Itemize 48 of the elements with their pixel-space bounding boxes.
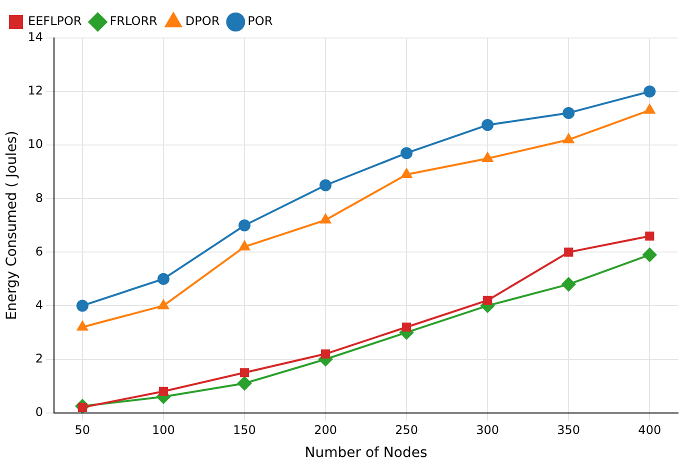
point — [482, 152, 493, 162]
point — [645, 232, 654, 241]
x-tick-label: 200 — [314, 423, 337, 438]
point — [320, 214, 331, 224]
point — [158, 300, 169, 310]
point — [642, 248, 657, 262]
legend-label: DPOR — [185, 14, 220, 28]
legend-label: EEFLPOR — [28, 14, 82, 28]
x-tick-label: 100 — [152, 423, 175, 438]
point — [320, 179, 332, 192]
x-tick-label: 150 — [233, 423, 256, 438]
point — [77, 321, 88, 331]
x-tick-label: 300 — [476, 423, 500, 438]
y-tick-label: 12 — [28, 84, 44, 98]
point — [240, 368, 250, 378]
point — [239, 240, 250, 250]
point — [238, 219, 250, 232]
legend-label: FRLORR — [110, 14, 158, 28]
point — [563, 134, 574, 144]
y-tick-label: 10 — [28, 137, 44, 152]
point — [401, 168, 412, 178]
x-tick-label: 50 — [74, 423, 90, 438]
y-tick-label: 6 — [35, 244, 44, 258]
y-tick-label: 0 — [35, 404, 44, 419]
y-tick-label: 2 — [35, 351, 44, 366]
x-tick-label: 400 — [638, 423, 662, 438]
x-tick-label: 350 — [557, 423, 580, 438]
point — [237, 376, 252, 390]
x-tick-label: 250 — [395, 423, 418, 438]
point — [482, 119, 494, 132]
point — [562, 277, 576, 292]
x-axis-title: Number of Nodes — [304, 445, 428, 462]
point — [644, 104, 655, 114]
point — [562, 106, 575, 119]
point — [158, 386, 168, 396]
point — [402, 322, 412, 332]
point — [564, 248, 574, 257]
y-tick-label: 8 — [35, 190, 44, 205]
y-axis-title: Energy Consumed ( Joules) — [4, 130, 20, 320]
point — [644, 86, 656, 98]
point — [76, 300, 88, 312]
point — [400, 147, 413, 160]
point — [157, 272, 170, 285]
point — [320, 349, 330, 358]
y-tick-label: 4 — [35, 298, 44, 312]
legend-label: POR — [248, 14, 273, 28]
point — [483, 296, 492, 305]
y-tick-label: 14 — [28, 30, 44, 44]
